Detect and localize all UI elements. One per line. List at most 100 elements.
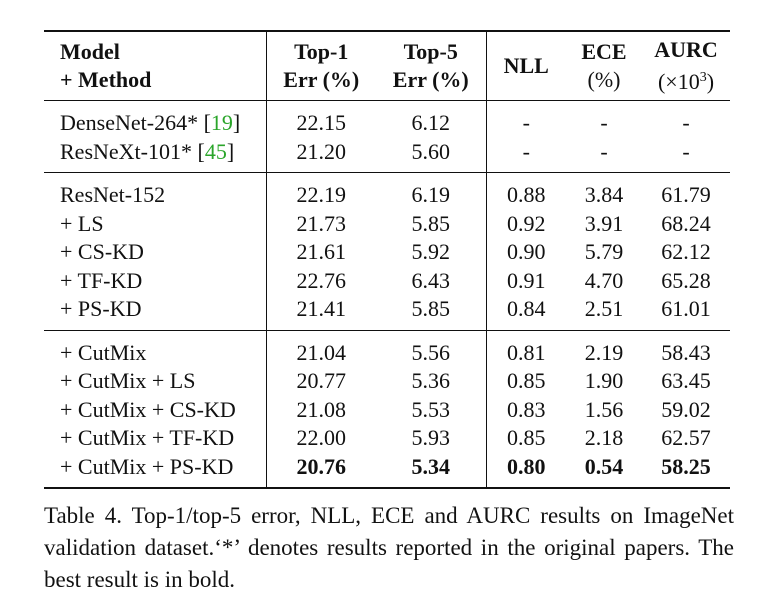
row-model: DenseNet-264* [19] [44, 100, 266, 138]
row-model: + CutMix + CS-KD [60, 396, 236, 422]
cell-nll: 0.83 [485, 395, 566, 424]
cell-nll: 0.85 [485, 367, 566, 396]
header-nll: NLL [485, 31, 566, 101]
table-row: ResNet-152 22.19 6.19 0.88 3.84 61.79 [44, 172, 730, 210]
cell-top5: 6.43 [411, 267, 451, 293]
header-model-line2: + Method [60, 67, 152, 92]
citation-link[interactable]: 45 [204, 138, 227, 164]
cell-top5: 5.92 [411, 239, 451, 264]
header-top1: Top-1 Err (%) [265, 31, 376, 101]
row-model: + LS [60, 210, 104, 236]
cell-top1: 21.41 [265, 295, 376, 330]
header-top5-line1: Top-5 [403, 39, 458, 64]
cell-top5: 6.19 [376, 172, 486, 210]
header-top1-line1: Top-1 [294, 39, 349, 64]
row-model: + CutMix + LS [60, 368, 196, 393]
cell-top5: 5.85 [411, 296, 451, 321]
cell-top1-best: 20.76 [265, 452, 376, 488]
table-row: DenseNet-264* [19] 22.15 6.12 - - - [44, 100, 730, 138]
cell-nll: 0.90 [485, 238, 566, 267]
cell-ece: 2.51 [584, 296, 624, 321]
cell-ece-best: 0.54 [584, 453, 624, 479]
table-row: + CutMix 21.04 5.56 0.81 2.19 58.43 [44, 329, 730, 367]
header-nll-label: NLL [503, 53, 549, 78]
cell-top1: 21.73 [265, 209, 376, 238]
cell-nll: 0.91 [485, 266, 566, 295]
cell-top5: 5.36 [411, 368, 451, 393]
cell-top5: 5.53 [411, 396, 451, 422]
row-model: + CutMix [44, 329, 266, 367]
header-top5-line2: Err (%) [392, 67, 469, 92]
cell-top1: 22.00 [265, 424, 376, 453]
cell-aurc: 61.01 [661, 296, 711, 321]
cell-ece: 1.56 [584, 396, 624, 422]
reported-group: DenseNet-264* [19] 22.15 6.12 - - - ResN… [44, 100, 730, 173]
table-row: + PS-KD 21.41 5.85 0.84 2.51 61.01 [44, 295, 730, 330]
citation-close: ] [226, 138, 235, 164]
cell-aurc: 59.02 [661, 396, 711, 422]
cell-nll: 0.88 [485, 172, 566, 210]
cell-nll: 0.85 [485, 424, 566, 453]
table-row: + CutMix + LS 20.77 5.36 0.85 1.90 63.45 [44, 367, 730, 396]
row-model: + CutMix + TF-KD [60, 425, 235, 450]
cell-aurc: 63.45 [661, 368, 711, 393]
results-table-container: Model + Method Top-1 Err (%) Top-5 Err (… [44, 30, 730, 489]
cell-ece: 4.70 [584, 267, 624, 293]
header-model: Model + Method [44, 31, 266, 101]
citation-link[interactable]: 19 [210, 110, 233, 135]
cell-aurc: 62.12 [661, 239, 711, 264]
cell-aurc: 68.24 [661, 210, 711, 236]
table-row: + CutMix + CS-KD 21.08 5.53 0.83 1.56 59… [44, 395, 730, 424]
header-aurc-line2: (×103) [658, 69, 714, 94]
row-model: + PS-KD [60, 296, 142, 321]
row-model: + CutMix + PS-KD [60, 453, 234, 479]
cell-top5: 5.85 [411, 210, 451, 236]
header-model-line1: Model [60, 39, 120, 64]
table-row: + TF-KD 22.76 6.43 0.91 4.70 65.28 [44, 266, 730, 295]
cell-aurc-best: 58.25 [661, 453, 711, 479]
header-aurc-line1: AURC [654, 37, 718, 62]
cell-ece: 2.19 [566, 329, 642, 367]
cell-ece: - [566, 100, 642, 138]
resnet-group: ResNet-152 22.19 6.19 0.88 3.84 61.79 + … [44, 172, 730, 330]
cutmix-group: + CutMix 21.04 5.56 0.81 2.19 58.43 + Cu… [44, 329, 730, 488]
cell-top5: 6.12 [376, 100, 486, 138]
cell-top1: 21.04 [265, 329, 376, 367]
cell-nll: 0.81 [485, 329, 566, 367]
cell-aurc: 65.28 [661, 267, 711, 293]
cell-ece: - [600, 138, 608, 164]
table-row: ResNeXt-101* [45] 21.20 5.60 - - - [44, 137, 730, 173]
cell-nll: 0.84 [485, 295, 566, 330]
header-ece-line1: ECE [581, 39, 627, 64]
row-model: ResNet-152 [44, 172, 266, 210]
cell-nll-best: 0.80 [485, 452, 566, 488]
header-aurc-prefix: (×10 [657, 69, 700, 94]
cell-top1: 20.77 [265, 367, 376, 396]
cell-top1: 21.20 [265, 137, 376, 173]
cell-ece: 2.18 [584, 425, 624, 450]
model-text: ResNeXt-101* [ [60, 138, 205, 164]
cell-aurc: 62.57 [661, 425, 711, 450]
cell-aurc: 58.43 [642, 329, 730, 367]
cell-top1: 21.61 [265, 238, 376, 267]
header-aurc-sup: 3 [699, 70, 707, 85]
header-ece: ECE (%) [566, 31, 642, 101]
cell-aurc: - [642, 100, 730, 138]
table-header-row: Model + Method Top-1 Err (%) Top-5 Err (… [44, 31, 730, 101]
cell-top5: 5.56 [376, 329, 486, 367]
cell-aurc: - [682, 138, 690, 164]
table-caption: Table 4. Top-1/top-5 error, NLL, ECE and… [44, 503, 734, 592]
table-row: + CutMix + TF-KD 22.00 5.93 0.85 2.18 62… [44, 424, 730, 453]
model-text: DenseNet-264* [ [60, 110, 211, 135]
row-model: + TF-KD [60, 267, 143, 293]
citation-close: ] [232, 110, 241, 135]
row-model: + CS-KD [60, 239, 144, 264]
row-model: ResNeXt-101* [45] [44, 138, 266, 173]
header-top1-line2: Err (%) [283, 67, 360, 92]
cell-top1: 22.19 [265, 172, 376, 210]
cell-top1: 22.76 [265, 266, 376, 295]
header-top5: Top-5 Err (%) [376, 31, 486, 101]
header-aurc: AURC (×103) [642, 31, 730, 101]
results-table: Model + Method Top-1 Err (%) Top-5 Err (… [44, 30, 730, 489]
header-aurc-suffix: ) [706, 69, 715, 94]
